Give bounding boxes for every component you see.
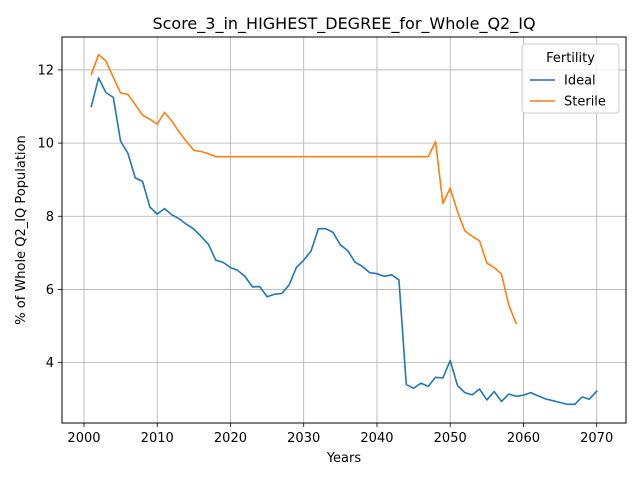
y-tick-label: 12 [37, 63, 54, 78]
legend-label-ideal: Ideal [564, 74, 596, 89]
y-tick-label: 4 [46, 356, 54, 371]
x-tick-label: 2070 [580, 431, 613, 446]
legend-label-sterile: Sterile [564, 95, 606, 110]
x-tick-label: 2020 [214, 431, 247, 446]
series-line-ideal [90, 77, 598, 406]
x-tick-label: 2040 [360, 431, 393, 446]
plot-frame [61, 36, 627, 424]
x-tick-label: 2000 [67, 431, 100, 446]
legend-box [521, 43, 620, 114]
x-axis: 2000 2010 2020 2030 2040 2050 2060 2070 [67, 423, 613, 446]
x-tick-label: 2030 [287, 431, 320, 446]
series-layer [90, 53, 598, 406]
x-tick-label: 2060 [507, 431, 540, 446]
legend-title: Fertility [546, 51, 595, 66]
x-tick-label: 2050 [434, 431, 467, 446]
y-axis: 4 6 8 10 12 [37, 63, 62, 371]
legend-items: Ideal Sterile [530, 74, 606, 110]
y-tick-label: 8 [46, 210, 54, 225]
series-line-sterile [90, 53, 518, 325]
y-tick-label: 10 [37, 137, 54, 152]
y-axis-label: % of Whole Q2_IQ Population [14, 135, 29, 324]
legend: Fertility Ideal Sterile [521, 43, 620, 114]
y-tick-label: 6 [46, 283, 54, 298]
chart-title: Score_3_in_HIGHEST_DEGREE_for_Whole_Q2_I… [152, 14, 535, 34]
x-axis-label: Years [326, 451, 362, 466]
x-tick-label: 2010 [141, 431, 174, 446]
